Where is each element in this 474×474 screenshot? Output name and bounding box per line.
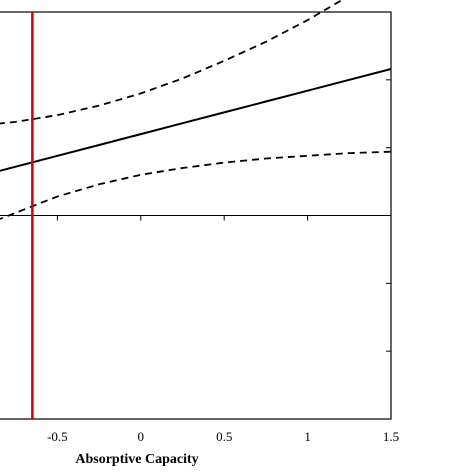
x-tick-label: 0.5 (216, 429, 232, 444)
x-tick-labels: -0.5 0 0.5 1 1.5 (47, 429, 399, 444)
x-axis-ticks (56, 215, 392, 221)
estimate-line (0, 68, 392, 172)
y-axis-ticks (386, 79, 391, 352)
lower-confidence-band (0, 150, 392, 220)
series-layer (0, 0, 392, 220)
x-tick-label: 0 (138, 429, 145, 444)
x-tick-label: 1 (304, 429, 311, 444)
upper-confidence-band (0, 0, 344, 125)
x-axis-title: Absorptive Capacity (75, 452, 198, 467)
x-tick-label: -0.5 (47, 429, 68, 444)
x-tick-label: 1.5 (383, 429, 399, 444)
